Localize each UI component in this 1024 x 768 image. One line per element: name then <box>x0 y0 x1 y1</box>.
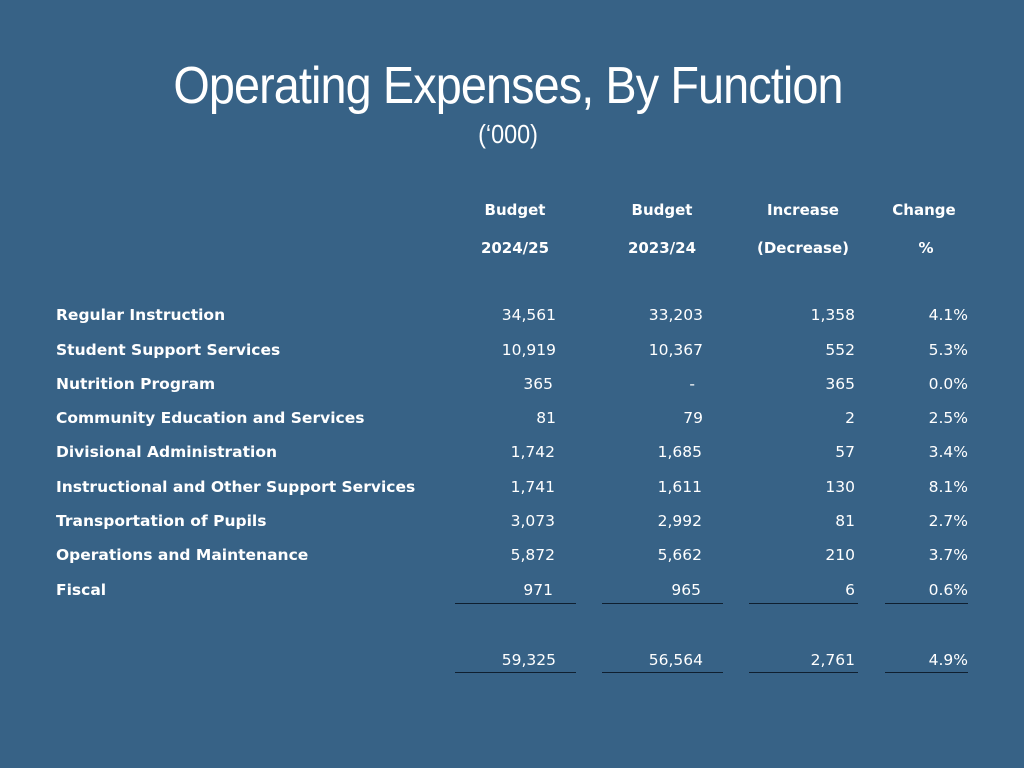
header-change-line1: Change <box>892 201 956 219</box>
header-budget-2024-25-line1: Budget <box>484 201 546 219</box>
cell-increase: 57 <box>835 443 855 461</box>
row-label: Student Support Services <box>56 341 281 359</box>
subtotal-rule <box>885 603 968 604</box>
header-budget-2024-25-line2: 2024/25 <box>480 239 550 257</box>
cell-change: 4.1% <box>928 306 968 324</box>
header-increase-line2: (Decrease) <box>756 239 850 257</box>
cell-change: 0.6% <box>928 581 968 599</box>
total-budget-2023-24: 56,564 <box>648 651 703 669</box>
cell-change: 0.0% <box>928 375 968 393</box>
row-label: Community Education and Services <box>56 409 365 427</box>
cell-budget-2023-24: 33,203 <box>648 306 703 324</box>
row-label: Regular Instruction <box>56 306 226 324</box>
subtotal-rule <box>602 603 723 604</box>
cell-budget-2024-25: 10,919 <box>501 341 556 359</box>
cell-budget-2024-25: 34,561 <box>501 306 556 324</box>
total-rule <box>749 672 858 673</box>
row-label: Divisional Administration <box>56 443 278 461</box>
header-change-line2: % <box>918 239 934 257</box>
cell-change: 3.4% <box>928 443 968 461</box>
cell-increase: 1,358 <box>810 306 855 324</box>
cell-budget-2023-24: 2,992 <box>657 512 702 530</box>
cell-budget-2024-25: 1,741 <box>510 478 555 496</box>
cell-budget-2024-25: 971 <box>523 581 553 599</box>
row-label: Fiscal <box>56 581 107 599</box>
cell-increase: 130 <box>825 478 855 496</box>
total-rule <box>455 672 576 673</box>
cell-change: 3.7% <box>928 546 968 564</box>
cell-budget-2024-25: 1,742 <box>510 443 555 461</box>
total-budget-2024-25: 59,325 <box>501 651 556 669</box>
total-change: 4.9% <box>928 651 968 669</box>
cell-budget-2023-24: 1,685 <box>657 443 702 461</box>
cell-increase: 210 <box>825 546 855 564</box>
subtotal-rule <box>455 603 576 604</box>
total-rule <box>602 672 723 673</box>
page-title: Operating Expenses, By Function <box>173 57 843 115</box>
cell-increase: 81 <box>835 512 855 530</box>
cell-change: 8.1% <box>928 478 968 496</box>
cell-budget-2024-25: 3,073 <box>510 512 555 530</box>
cell-change: 2.5% <box>928 409 968 427</box>
cell-increase: 6 <box>845 581 855 599</box>
cell-budget-2023-24: - <box>689 375 695 393</box>
total-increase: 2,761 <box>810 651 855 669</box>
cell-increase: 552 <box>825 341 855 359</box>
cell-change: 5.3% <box>928 341 968 359</box>
cell-budget-2023-24: 1,611 <box>657 478 702 496</box>
cell-budget-2023-24: 965 <box>671 581 701 599</box>
cell-budget-2024-25: 81 <box>536 409 556 427</box>
header-budget-2023-24-line1: Budget <box>631 201 693 219</box>
cell-budget-2023-24: 10,367 <box>648 341 703 359</box>
total-rule <box>885 672 968 673</box>
cell-budget-2024-25: 365 <box>523 375 553 393</box>
page-subtitle: (‘000) <box>478 119 538 149</box>
cell-budget-2023-24: 79 <box>683 409 703 427</box>
subtotal-rule <box>749 603 858 604</box>
cell-budget-2024-25: 5,872 <box>510 546 555 564</box>
header-increase-line1: Increase <box>767 201 839 219</box>
cell-increase: 365 <box>825 375 855 393</box>
row-label: Transportation of Pupils <box>56 512 267 530</box>
row-label: Operations and Maintenance <box>56 546 309 564</box>
cell-increase: 2 <box>845 409 855 427</box>
header-budget-2023-24-line2: 2023/24 <box>627 239 697 257</box>
row-label: Instructional and Other Support Services <box>56 478 416 496</box>
cell-budget-2023-24: 5,662 <box>657 546 702 564</box>
cell-change: 2.7% <box>928 512 968 530</box>
row-label: Nutrition Program <box>56 375 216 393</box>
